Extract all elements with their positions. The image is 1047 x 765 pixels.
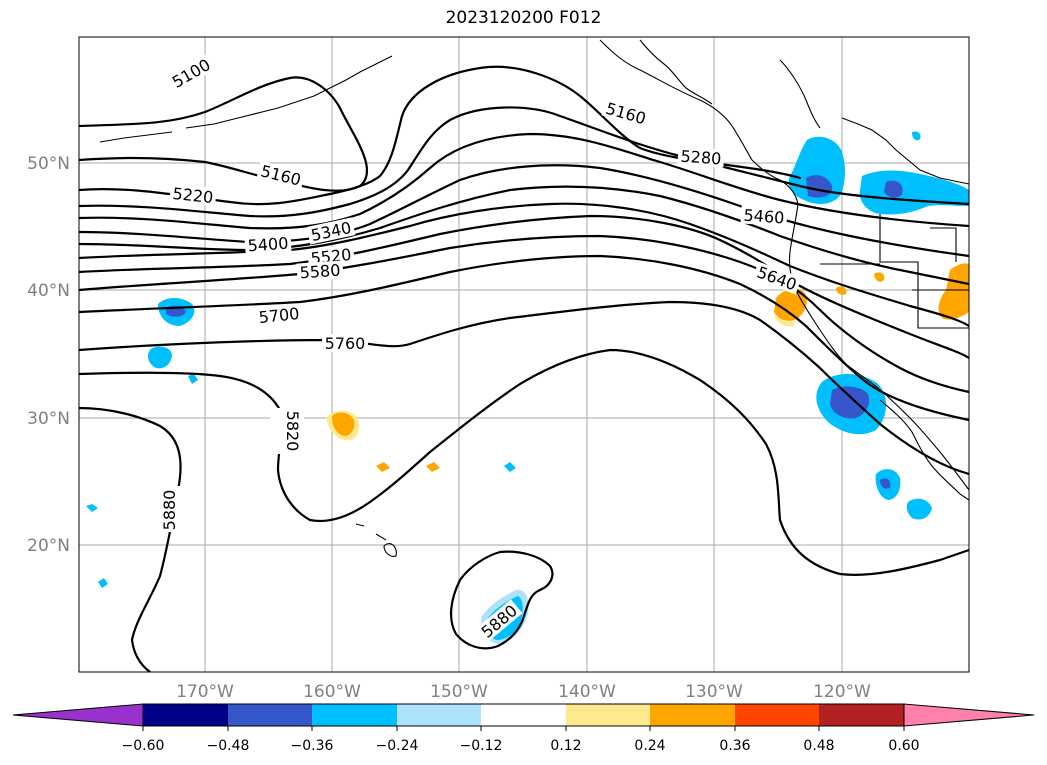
- colorbar-tick-label: −0.60: [122, 738, 165, 754]
- contour-label-5760: 5760: [325, 334, 366, 353]
- lon-label-150w: 150°W: [430, 682, 488, 702]
- colorbar-bin: [312, 704, 397, 726]
- colorbar-bin: [735, 704, 819, 726]
- longitude-labels: 170°W 160°W 150°W 140°W 130°W 120°W: [176, 682, 871, 702]
- latitude-labels: 50°N 40°N 30°N 20°N: [27, 154, 70, 556]
- lon-label-160w: 160°W: [303, 682, 361, 702]
- graticule: [79, 37, 969, 672]
- lat-label-20n: 20°N: [27, 536, 70, 556]
- contour-label-5400: 5400: [247, 234, 289, 256]
- colorbar-tick-label: 0.60: [888, 738, 919, 754]
- contour-label-5820: 5820: [283, 411, 302, 452]
- colorbar-tick-label: −0.12: [460, 738, 503, 754]
- lon-label-170w: 170°W: [176, 682, 234, 702]
- colorbar-bin: [819, 704, 904, 726]
- colorbar-bin: [228, 704, 312, 726]
- contour-label-5880-west: 5880: [160, 490, 179, 531]
- colorbar-extend-high: [903, 703, 1035, 727]
- colorbar-tick-label: 0.12: [550, 738, 581, 754]
- colorbar-tick-label: 0.24: [634, 738, 665, 754]
- lon-label-140w: 140°W: [558, 682, 616, 702]
- colorbar-tick-label: −0.24: [376, 738, 419, 754]
- map-title: 2023120200 F012: [445, 8, 602, 28]
- colorbar-extend-low: [12, 703, 144, 727]
- lat-label-30n: 30°N: [27, 409, 70, 429]
- colorbar-tick-label: −0.36: [291, 738, 334, 754]
- map-frame: [78, 36, 970, 673]
- coastlines: [99, 39, 969, 557]
- contour-label-5460: 5460: [743, 206, 785, 228]
- lat-label-40n: 40°N: [27, 281, 70, 301]
- lon-label-120w: 120°W: [813, 682, 871, 702]
- colorbar-ticks: [142, 726, 905, 731]
- colorbar-bin: [397, 704, 481, 726]
- contour-label-5280: 5280: [680, 147, 722, 169]
- lon-label-130w: 130°W: [685, 682, 743, 702]
- colorbar-bin: [481, 704, 566, 726]
- height-contours: [79, 65, 969, 672]
- lat-label-50n: 50°N: [27, 154, 70, 174]
- colorbar-tick-label: −0.48: [207, 738, 250, 754]
- colorbar-tick-label: 0.48: [803, 738, 834, 754]
- colorbar-bin: [566, 704, 650, 726]
- colorbar: −0.60 −0.48 −0.36 −0.24 −0.12 0.12 0.24 …: [12, 703, 1035, 754]
- contour-label-5580: 5580: [299, 261, 341, 283]
- colorbar-bin: [143, 704, 228, 726]
- colorbar-frame: [142, 703, 905, 727]
- colorbar-tick-label: 0.36: [719, 738, 750, 754]
- colorbar-bin: [650, 704, 735, 726]
- contour-label-5700: 5700: [258, 304, 300, 327]
- contour-label-5220: 5220: [172, 184, 214, 207]
